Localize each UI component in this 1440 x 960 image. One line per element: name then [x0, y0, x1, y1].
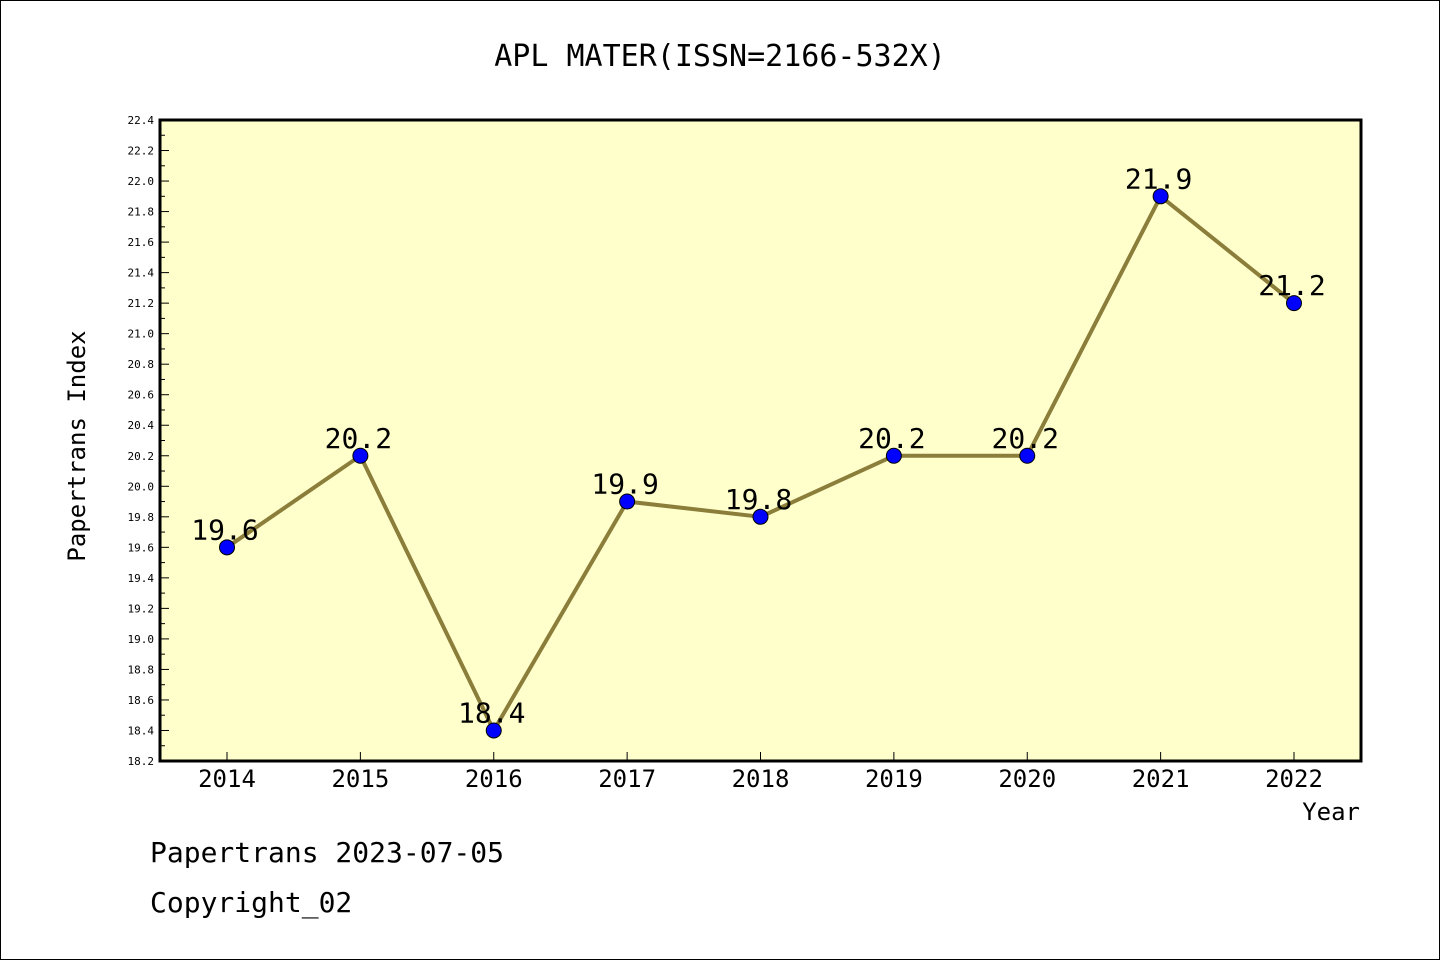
data-point-marker — [1019, 447, 1036, 464]
data-label: 21.9 — [1125, 162, 1192, 195]
plot-area — [158, 118, 1363, 763]
y-tick-label: 19.4 — [128, 572, 155, 585]
y-tick-label: 20.8 — [128, 358, 155, 371]
x-axis-ticks: 2014 2015 2016 2017 2018 2019 2020 2021 2022 — [198, 752, 1323, 793]
y-axis-label: Papertrans Index — [63, 330, 91, 561]
data-label: 18.4 — [458, 696, 525, 729]
y-tick-label: 18.6 — [128, 694, 155, 707]
x-tick-label: 2019 — [865, 765, 923, 793]
y-tick-label: 19.2 — [128, 602, 155, 615]
data-point-marker — [1286, 295, 1302, 312]
data-label: 19.9 — [591, 468, 658, 501]
data-label: 20.2 — [325, 422, 392, 455]
y-tick-label: 18.8 — [128, 663, 155, 676]
data-point-marker — [1152, 188, 1169, 205]
y-tick-label: 19.6 — [128, 541, 155, 554]
data-point-marker — [885, 447, 902, 464]
data-point-marker — [752, 508, 769, 525]
x-tick-label: 2021 — [1132, 765, 1190, 793]
x-tick-label: 2015 — [331, 765, 389, 793]
y-tick-label: 22.0 — [128, 175, 155, 188]
y-tick-label: 19.0 — [128, 633, 155, 646]
data-point-marker — [352, 447, 369, 464]
data-label: 19.8 — [725, 483, 792, 516]
footer-copyright-text: Copyright_02 — [150, 886, 353, 919]
data-label: 19.6 — [191, 513, 258, 546]
data-label: 20.2 — [992, 422, 1059, 455]
y-tick-label: 19.8 — [128, 511, 155, 524]
y-axis-ticks: 18.2 18.4 18.6 18.8 19.0 19.2 19.4 19.6 19.8 20.0… — [128, 114, 169, 768]
data-point-marker — [485, 722, 502, 739]
x-tick-label: 2022 — [1265, 765, 1323, 793]
y-tick-label: 20.4 — [128, 419, 155, 432]
data-point-marker — [219, 539, 235, 556]
y-tick-label: 20.0 — [128, 480, 155, 493]
y-tick-label: 21.8 — [128, 206, 155, 219]
x-tick-label: 2020 — [998, 765, 1056, 793]
y-tick-label: 18.2 — [128, 755, 155, 768]
data-label: 21.2 — [1258, 269, 1325, 302]
y-tick-label: 21.0 — [128, 328, 155, 341]
footer-date-text: Papertrans 2023-07-05 — [150, 836, 505, 869]
y-tick-label: 18.4 — [128, 724, 155, 737]
y-tick-label: 22.2 — [128, 145, 155, 158]
y-tick-label: 20.6 — [128, 389, 155, 402]
series-line-group: 19.6 20.2 18.4 19.9 19.8 20.2 20.2 21.9 21.2 — [191, 162, 1326, 739]
x-tick-label: 2014 — [198, 765, 256, 793]
data-point-marker — [619, 493, 636, 510]
data-label: 20.2 — [858, 422, 925, 455]
x-tick-label: 2018 — [732, 765, 790, 793]
y-tick-label: 22.4 — [128, 114, 155, 127]
chart-title: APL MATER(ISSN=2166-532X) — [494, 39, 946, 74]
y-tick-label: 21.4 — [128, 267, 155, 280]
y-tick-label: 20.2 — [128, 450, 155, 463]
x-axis-label: Year — [1302, 798, 1360, 826]
y-tick-label: 21.2 — [128, 297, 155, 310]
y-tick-label: 21.6 — [128, 236, 155, 249]
x-tick-label: 2017 — [598, 765, 656, 793]
x-tick-label: 2016 — [465, 765, 523, 793]
